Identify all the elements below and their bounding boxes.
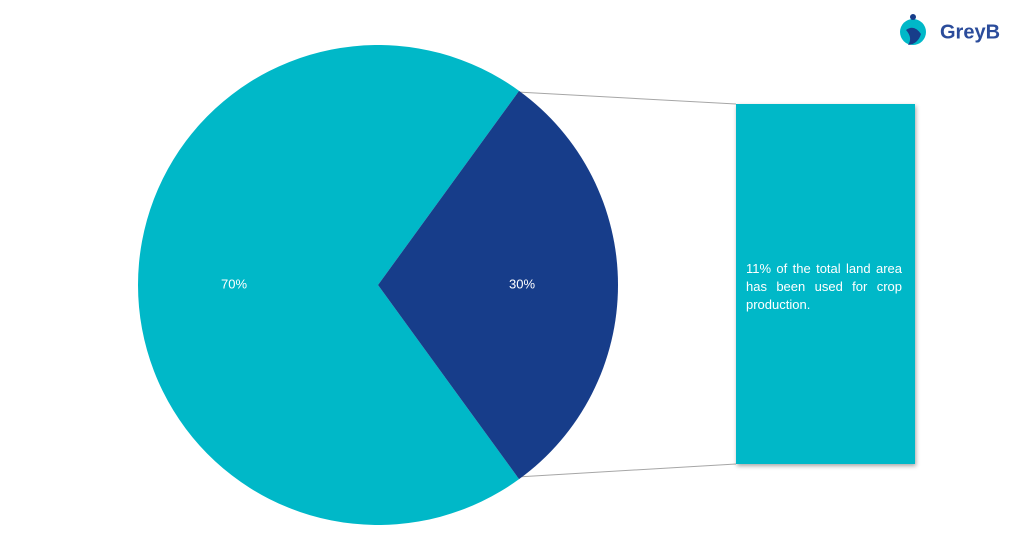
annotation: 11% of the total land area has been used… [746, 261, 902, 312]
logo-icon [906, 27, 921, 45]
connector-line [516, 91, 737, 105]
callout-box [736, 104, 915, 464]
pie-slice [138, 45, 520, 526]
logo-icon [910, 14, 916, 20]
logo-text: GreyB [940, 21, 1000, 43]
data-label: 70% [221, 276, 247, 291]
connector-line [516, 463, 737, 478]
data-label: 30% [509, 276, 535, 291]
pie: 70% 30% [138, 45, 619, 526]
pie-slice [378, 90, 619, 480]
logo: GreyB [900, 14, 1000, 45]
